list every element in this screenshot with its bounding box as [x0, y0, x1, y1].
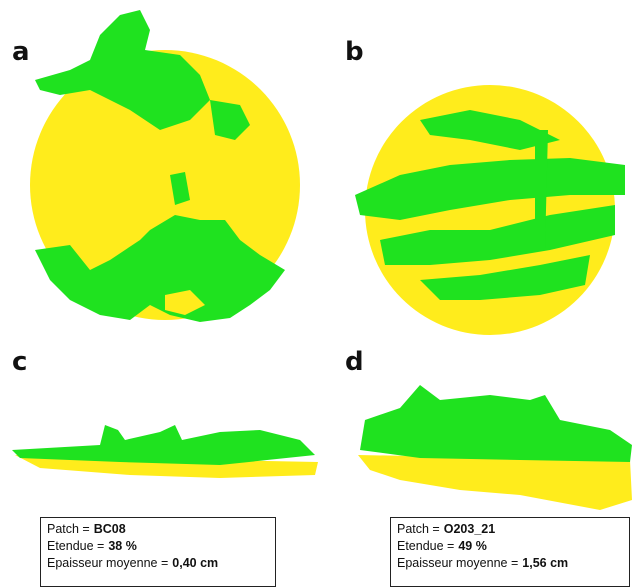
info-line: Epaisseur moyenne = 0,40 cm	[47, 555, 269, 572]
panel-b: b	[345, 37, 625, 335]
deposit	[210, 100, 250, 140]
panel-d: d	[345, 347, 632, 510]
info-value: O203_21	[443, 522, 496, 536]
deposit	[355, 158, 625, 220]
info-value: 0,40 cm	[172, 556, 219, 570]
panel-c: c	[12, 347, 318, 478]
panel-letter: b	[345, 37, 364, 67]
info-value: BC08	[93, 522, 126, 536]
info-label: Etendue =	[47, 539, 105, 553]
deposit	[380, 205, 615, 265]
panel-letter: d	[345, 347, 364, 377]
info-label: Etendue =	[397, 539, 455, 553]
gap	[165, 290, 205, 315]
deposit	[420, 110, 560, 150]
deposit-profile	[12, 425, 315, 465]
deposit-profile	[360, 385, 632, 462]
info-box: Patch = O203_21 Etendue = 49 % Epaisseur m…	[390, 517, 630, 587]
info-label: Patch =	[397, 522, 440, 536]
info-line: Etendue = 49 %	[397, 538, 623, 555]
info-label: Patch =	[47, 522, 90, 536]
info-line: Etendue = 38 %	[47, 538, 269, 555]
deposit	[35, 10, 210, 130]
patch-profile	[358, 455, 632, 510]
deposit	[35, 215, 285, 322]
info-value: 49 %	[458, 539, 487, 553]
info-label: Epaisseur moyenne =	[397, 556, 519, 570]
info-line: Epaisseur moyenne = 1,56 cm	[397, 555, 623, 572]
panel-letter: c	[12, 347, 27, 377]
info-box: Patch = BC08 Etendue = 38 % Epaisseur moye…	[40, 517, 276, 587]
info-value: 1,56 cm	[522, 556, 569, 570]
panel-letter: a	[12, 37, 30, 67]
deposit	[420, 255, 590, 300]
info-label: Epaisseur moyenne =	[47, 556, 169, 570]
deposit	[535, 130, 548, 250]
deposit	[170, 172, 190, 205]
info-line: Patch = O203_21	[397, 521, 623, 538]
info-line: Patch = BC08	[47, 521, 269, 538]
panel-a: a	[12, 10, 300, 322]
info-value: 38 %	[108, 539, 137, 553]
